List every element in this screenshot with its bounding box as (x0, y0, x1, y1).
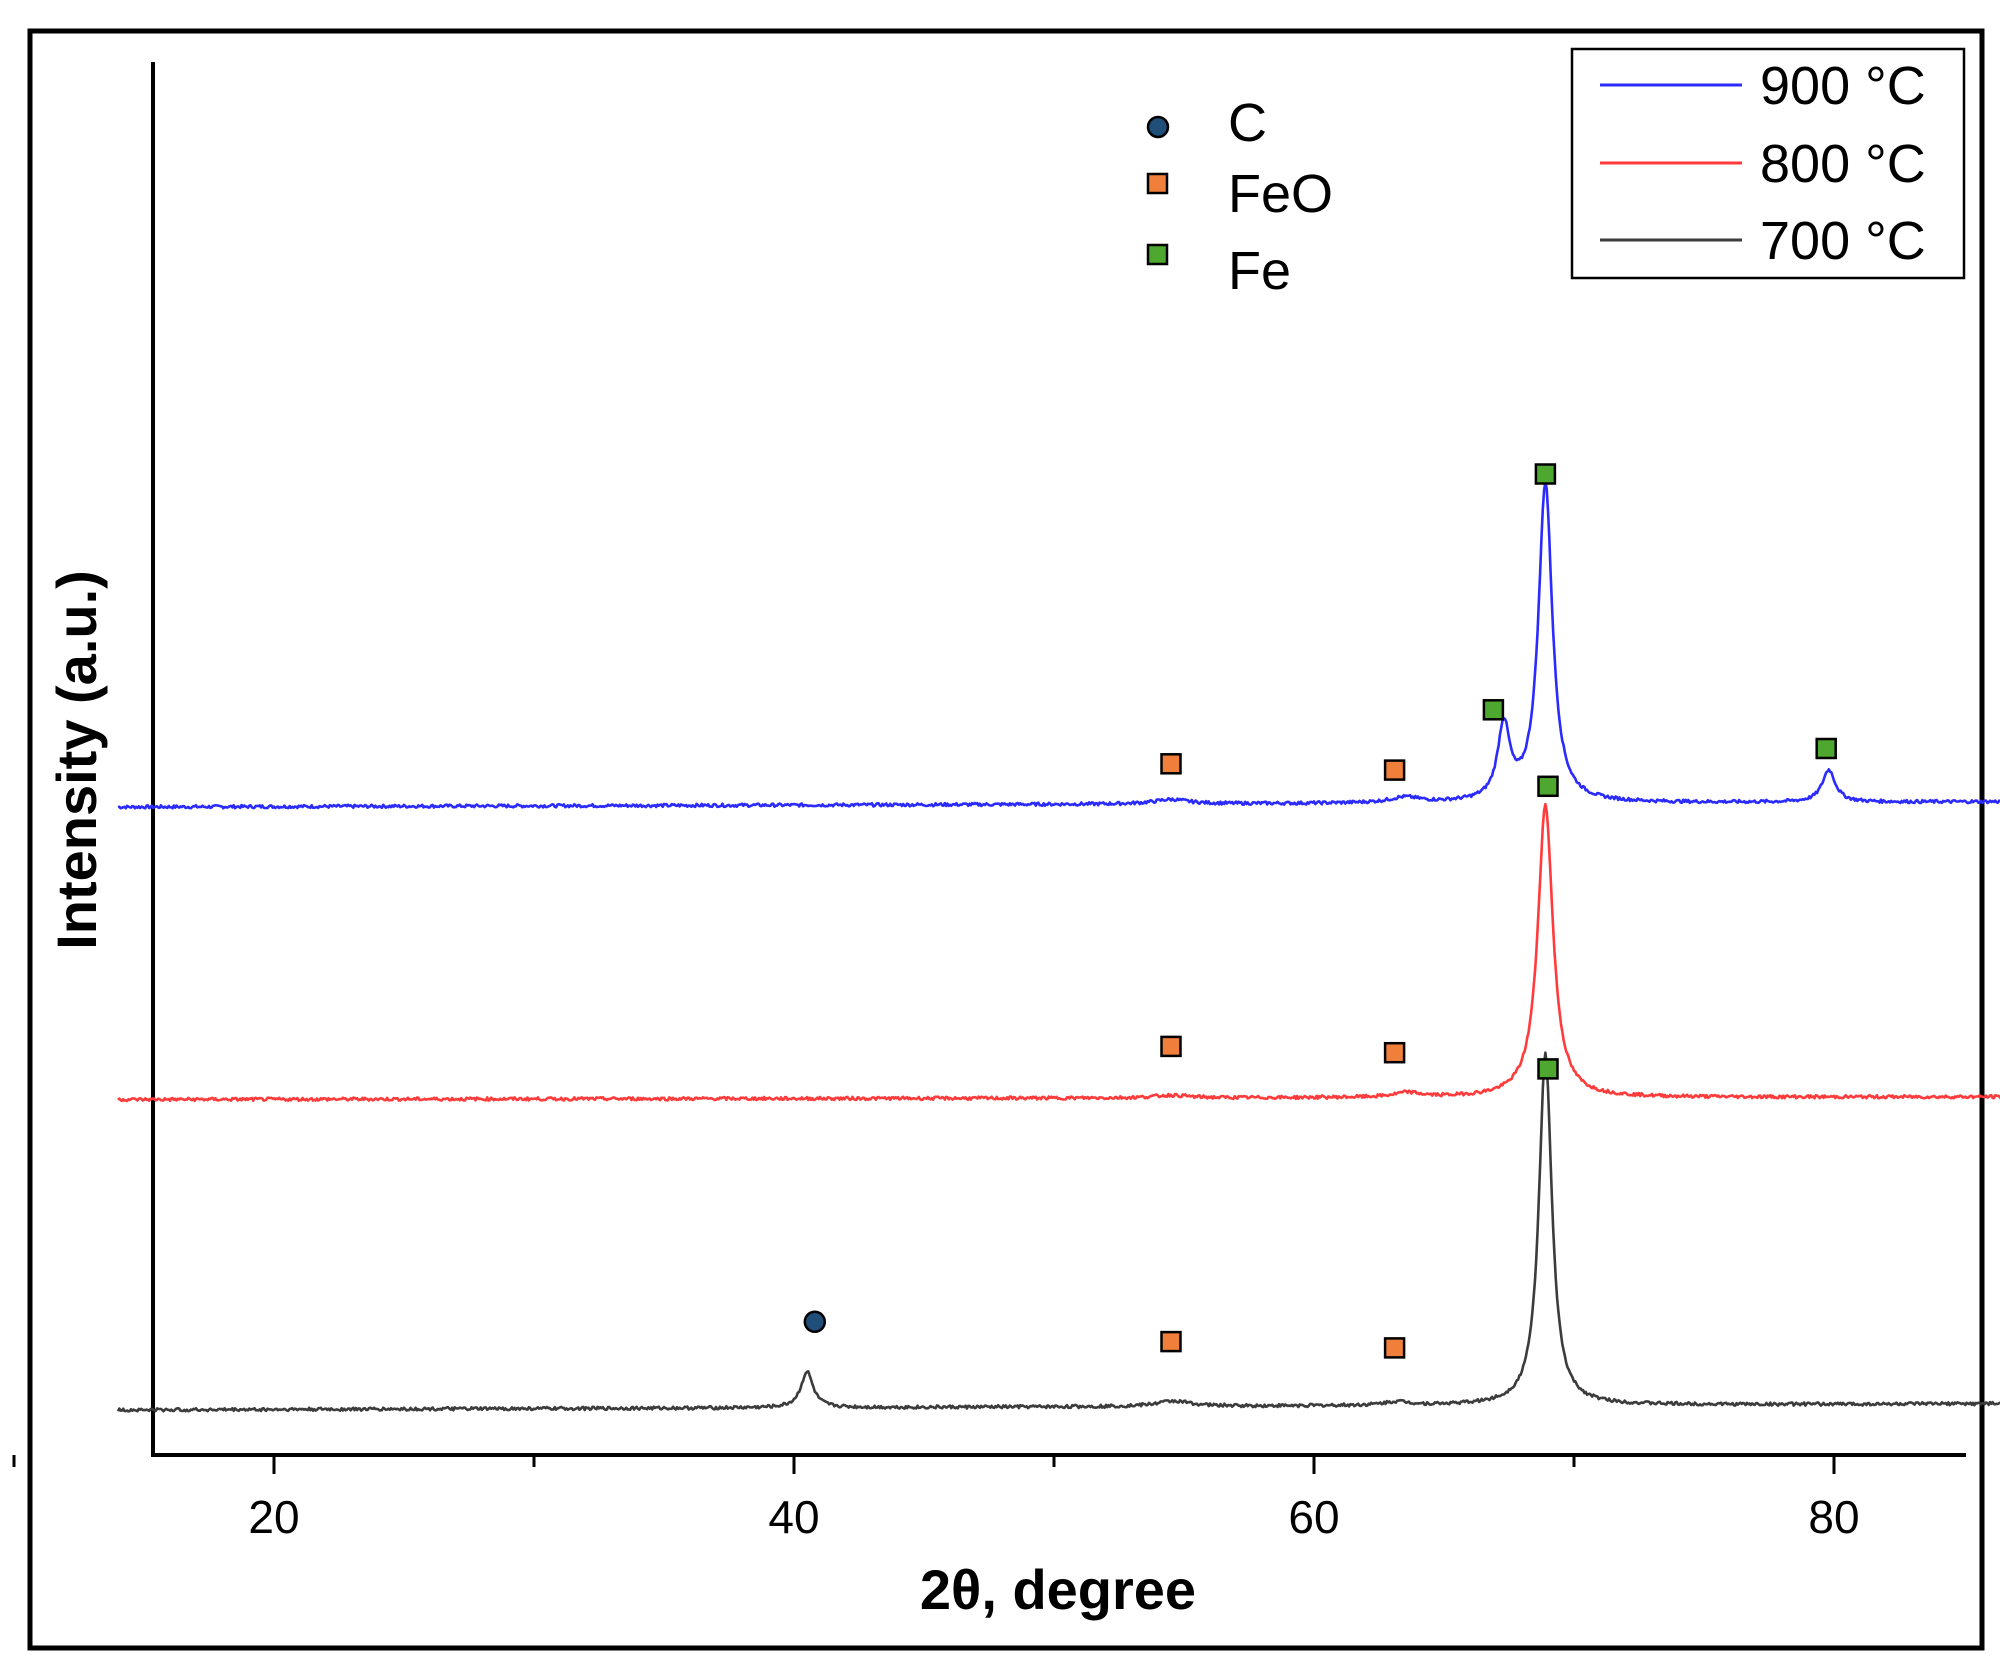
phase-marker-feo (1383, 759, 1406, 781)
x-tick-label-60: 60 (1288, 1491, 1339, 1543)
legend-feo-marker (1146, 172, 1169, 195)
y-axis-title: Intensity (a.u.) (45, 570, 108, 950)
legend-fe-marker (1146, 243, 1169, 266)
phase-marker-fe (1482, 699, 1505, 721)
x-tick-label-20: 20 (248, 1491, 299, 1543)
series-layer (116, 480, 2000, 1413)
phase-marker-feo (1383, 1337, 1406, 1359)
x-axis-ticks: 20406080100120140 (12, 1455, 1860, 1543)
phase-legend: C FeO Fe (1146, 93, 1333, 301)
x-tick-label-80: 80 (1808, 1491, 1859, 1543)
outer-border (27, 28, 1985, 1651)
x-tick-label-40: 40 (768, 1491, 819, 1543)
phase-marker-c (803, 1310, 827, 1334)
axes (151, 62, 1966, 1457)
phase-marker-fe (1537, 1058, 1559, 1080)
phase-marker-fe (1815, 737, 1837, 760)
phase-marker-feo (1383, 1041, 1406, 1064)
series-line-800c (117, 802, 2000, 1103)
legend-fe-label: Fe (1228, 241, 1291, 301)
phase-marker-feo (1160, 1035, 1182, 1058)
legend-800-label: 800 °C (1760, 134, 1926, 194)
phase-marker-fe (1534, 463, 1557, 485)
series-line-900c (117, 480, 2000, 810)
legend-700-label: 700 °C (1760, 211, 1926, 271)
series-line-700c (116, 1051, 2000, 1413)
phase-marker-fe (1537, 775, 1559, 798)
legend-c-marker (1146, 115, 1170, 139)
legend-900-label: 900 °C (1760, 56, 1926, 116)
phase-marker-feo (1160, 1330, 1182, 1353)
legend-feo-label: FeO (1228, 164, 1333, 224)
phase-marker-layer (803, 463, 1837, 1359)
x-axis-title: 2θ, degree (920, 1558, 1196, 1621)
legend-c-label: C (1228, 93, 1267, 153)
phase-marker-feo (1160, 753, 1182, 775)
series-legend: 900 °C 800 °C 700 °C (1570, 47, 1966, 280)
